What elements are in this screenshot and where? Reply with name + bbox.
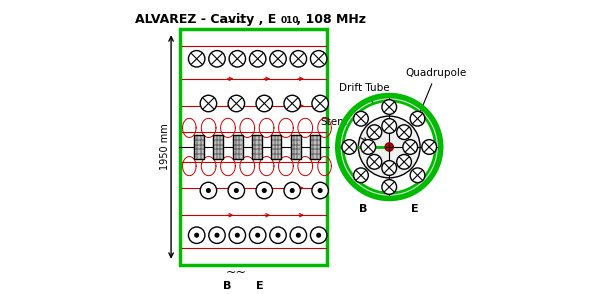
- Circle shape: [382, 180, 397, 194]
- Circle shape: [188, 51, 205, 67]
- Circle shape: [410, 168, 425, 183]
- Circle shape: [200, 95, 217, 112]
- Circle shape: [422, 140, 437, 154]
- Circle shape: [256, 95, 272, 112]
- Bar: [252, 135, 262, 159]
- Circle shape: [229, 51, 246, 67]
- Circle shape: [358, 116, 420, 178]
- Circle shape: [312, 182, 329, 199]
- Circle shape: [361, 140, 376, 154]
- Circle shape: [310, 51, 327, 67]
- Circle shape: [385, 143, 393, 151]
- Circle shape: [228, 182, 244, 199]
- Circle shape: [403, 140, 417, 154]
- Text: 010: 010: [281, 16, 299, 25]
- Circle shape: [235, 189, 238, 192]
- Text: ALVAREZ - Cavity , E: ALVAREZ - Cavity , E: [135, 13, 276, 26]
- Circle shape: [207, 189, 210, 192]
- Circle shape: [296, 233, 300, 237]
- Circle shape: [228, 95, 244, 112]
- Circle shape: [342, 140, 356, 154]
- Circle shape: [284, 95, 301, 112]
- Text: Quadrupole: Quadrupole: [405, 69, 466, 115]
- Circle shape: [263, 189, 266, 192]
- Circle shape: [270, 51, 286, 67]
- Circle shape: [256, 233, 260, 237]
- Text: B: B: [223, 281, 232, 291]
- Text: E: E: [256, 281, 264, 291]
- Text: E: E: [411, 204, 419, 214]
- Circle shape: [276, 233, 280, 237]
- Text: ~~: ~~: [226, 265, 247, 278]
- Circle shape: [317, 233, 321, 237]
- Circle shape: [284, 182, 301, 199]
- Circle shape: [270, 227, 286, 243]
- Wedge shape: [338, 96, 440, 198]
- Bar: [180, 29, 327, 265]
- Circle shape: [215, 233, 219, 237]
- Circle shape: [353, 111, 368, 126]
- Circle shape: [410, 111, 425, 126]
- Circle shape: [209, 51, 225, 67]
- Text: 1950 mm: 1950 mm: [160, 123, 169, 171]
- Text: Stem: Stem: [320, 117, 367, 141]
- Circle shape: [397, 125, 411, 140]
- Circle shape: [318, 189, 322, 192]
- Bar: [290, 135, 301, 159]
- Circle shape: [256, 182, 272, 199]
- Text: B: B: [359, 204, 368, 214]
- Circle shape: [353, 168, 368, 183]
- Wedge shape: [343, 101, 436, 193]
- Circle shape: [397, 154, 411, 169]
- Bar: [194, 135, 204, 159]
- Bar: [232, 135, 243, 159]
- Circle shape: [382, 100, 397, 114]
- Circle shape: [336, 94, 442, 200]
- Circle shape: [290, 227, 307, 243]
- Circle shape: [290, 51, 307, 67]
- Circle shape: [209, 227, 225, 243]
- Circle shape: [195, 233, 198, 237]
- Text: Drift Tube: Drift Tube: [339, 83, 390, 117]
- Circle shape: [235, 233, 239, 237]
- Circle shape: [290, 189, 294, 192]
- Circle shape: [382, 119, 397, 133]
- Circle shape: [249, 51, 266, 67]
- Bar: [214, 135, 223, 159]
- Circle shape: [229, 227, 246, 243]
- Circle shape: [200, 182, 217, 199]
- Bar: [310, 135, 320, 159]
- Circle shape: [188, 227, 205, 243]
- Circle shape: [382, 161, 397, 175]
- Text: , 108 MHz: , 108 MHz: [292, 13, 366, 26]
- Circle shape: [249, 227, 266, 243]
- Circle shape: [312, 95, 329, 112]
- Circle shape: [367, 154, 382, 169]
- Bar: [271, 135, 281, 159]
- Circle shape: [310, 227, 327, 243]
- Text: ~~: ~~: [226, 16, 247, 29]
- Circle shape: [367, 125, 382, 140]
